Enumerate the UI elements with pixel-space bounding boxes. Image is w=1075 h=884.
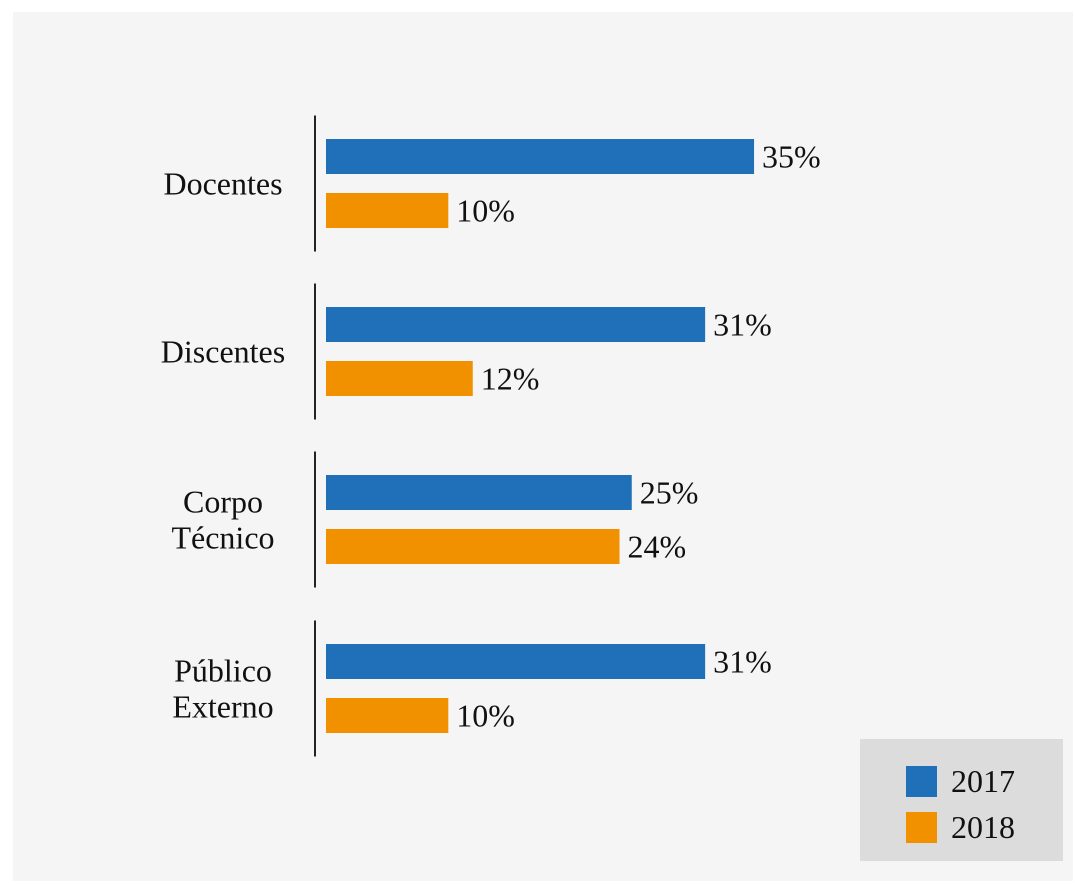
value-label: 10% — [456, 698, 515, 734]
value-label: 31% — [713, 307, 772, 343]
bar-2018 — [326, 529, 620, 564]
value-label: 10% — [456, 193, 515, 229]
value-label: 12% — [481, 361, 540, 397]
value-label: 31% — [713, 644, 772, 680]
category-label: Docentes — [163, 166, 282, 202]
bar-2018 — [326, 698, 449, 733]
legend-label: 2017 — [951, 763, 1015, 799]
legend-swatch-2018 — [906, 812, 937, 843]
bar-2018 — [326, 193, 449, 228]
legend-box — [860, 739, 1063, 861]
value-label: 25% — [640, 475, 699, 511]
bar-2017 — [326, 307, 706, 342]
category-label: Público — [174, 653, 272, 689]
value-label: 24% — [628, 529, 687, 565]
category-label: Discentes — [161, 334, 285, 370]
value-label: 35% — [762, 139, 821, 175]
chart-area: Docentes 35% 10% Discentes 31% 12% Corpo Técnic… — [13, 12, 1073, 881]
category-label: Externo — [172, 689, 273, 725]
bar-2017 — [326, 644, 706, 679]
bar-2017 — [326, 475, 632, 510]
legend-label: 2018 — [951, 809, 1015, 845]
category-label: Técnico — [171, 520, 274, 556]
bar-chart: Docentes 35% 10% Discentes 31% 12% CorpoTécnic… — [161, 115, 1063, 861]
legend-swatch-2017 — [906, 766, 937, 797]
category-label: Corpo — [183, 484, 263, 520]
bar-2017 — [326, 139, 755, 174]
bar-2018 — [326, 361, 473, 396]
